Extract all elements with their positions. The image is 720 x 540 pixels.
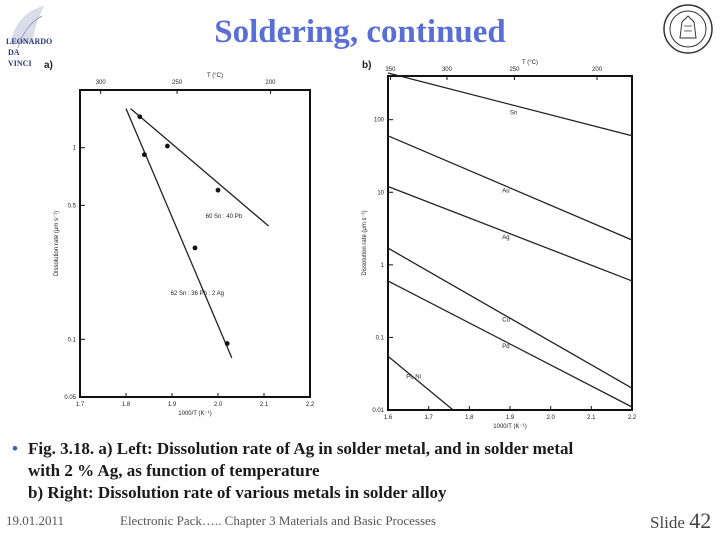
x-tick-label: 2.0 [214,402,223,408]
slide-number-value: 42 [689,508,712,533]
series-line [387,280,633,408]
top-tick-label: 300 [96,80,107,86]
series-line [125,108,233,359]
series-label: Ag [502,235,509,241]
series-label: 62 Sn : 36 Pb : 2 Ag [171,291,224,297]
chart-panel-b: b) 1.6 1.7 1.8 1.9 2.0 2.1 2.2 350 300 250 200 T (°C… [362,60,637,430]
x-tick-label: 1.8 [122,402,131,408]
footer-course: Electronic Pack….. Chapter 3 Materials a… [120,513,436,528]
data-point [165,143,170,149]
data-point [224,341,230,346]
x-tick-label: 2.2 [306,402,315,408]
y-tick-label: 0.5 [68,203,77,209]
top-axis-label: T (°C) [207,73,223,79]
figure-panels: a) 1.7 1.8 1.9 2.0 2.1 2.2 300 250 200 T (°C) 0.05 0… [44,60,637,430]
y-tick-label: 0.1 [68,337,77,343]
series-line [130,108,270,227]
slide-number: Slide 42 [650,508,711,534]
top-tick-label: 250 [509,67,520,73]
series-line [387,355,454,411]
x-tick-label: 2.1 [587,415,596,421]
data-point [215,187,221,193]
top-axis-label: T (°C) [522,60,538,66]
x-tick-label: 1.6 [384,415,393,421]
figure-caption: • Fig. 3.18. a) Left: Dissolution rate o… [12,438,708,504]
y-tick-label: 100 [374,118,385,124]
series-label: 60 Sn : 40 Pb [206,214,243,220]
plot-frame [79,89,311,398]
y-tick-label: 1 [73,146,77,152]
top-tick-label: 200 [265,80,276,86]
slide-title: Soldering, continued [214,14,506,50]
series-line [387,247,633,389]
bullet-icon: • [12,439,18,458]
series-label: Pd [502,344,509,350]
footer-date: 19.01.2011 [6,513,65,528]
top-tick-label: 200 [592,67,603,73]
series-label: Pt, Ni [406,375,421,381]
y-axis-label: Dissolution rate (μm s⁻¹) [362,210,368,275]
x-tick-label: 1.9 [168,402,177,408]
top-tick-label: 350 [385,67,396,73]
series-label: Sn [510,110,517,116]
x-tick-label: 1.8 [465,415,474,421]
series-line [387,135,633,241]
x-tick-label: 1.7 [76,402,85,408]
y-axis-label: Dissolution rate (μm s⁻¹) [54,211,60,276]
x-tick-label: 1.7 [424,415,433,421]
x-tick-label: 2.0 [546,415,555,421]
y-tick-label: 0.1 [376,335,385,341]
chart-panel-a: a) 1.7 1.8 1.9 2.0 2.1 2.2 300 250 200 T (°C) 0.05 0… [44,60,315,417]
series-line [387,72,633,137]
leonardo-da-vinci-logo: LEONARDO DA VINCI [6,6,52,68]
slide-label: Slide [650,513,685,532]
caption-line-1: Fig. 3.18. a) Left: Dissolution rate of … [28,439,574,458]
svg-text:VINCI: VINCI [8,59,32,68]
y-tick-label: 1 [381,263,385,269]
university-seal-logo [663,4,713,54]
panel-label: b) [362,60,371,71]
top-tick-label: 250 [172,80,183,86]
x-tick-label: 2.2 [628,415,637,421]
y-tick-label: 0.01 [372,408,384,414]
svg-text:LEONARDO: LEONARDO [6,37,52,46]
y-tick-label: 10 [377,190,384,196]
caption-line-3: b) Right: Dissolution rate of various me… [28,483,447,502]
y-tick-label: 0.05 [64,395,76,401]
data-point [137,114,143,120]
x-axis-label: 1000/T (K⁻¹) [493,424,526,430]
data-point [142,152,147,158]
series-label: Au [502,189,509,195]
top-tick-label: 300 [442,67,453,73]
x-tick-label: 1.9 [506,415,515,421]
caption-line-2: with 2 % Ag, as function of temperature [28,461,320,480]
x-tick-label: 2.1 [260,402,269,408]
series-label: Cu [502,318,510,324]
svg-text:DA: DA [8,48,20,57]
data-point [192,245,198,251]
panel-label: a) [44,60,53,71]
series-line [387,185,633,282]
x-axis-label: 1000/T (K⁻¹) [178,411,211,417]
plot-frame [387,75,633,411]
